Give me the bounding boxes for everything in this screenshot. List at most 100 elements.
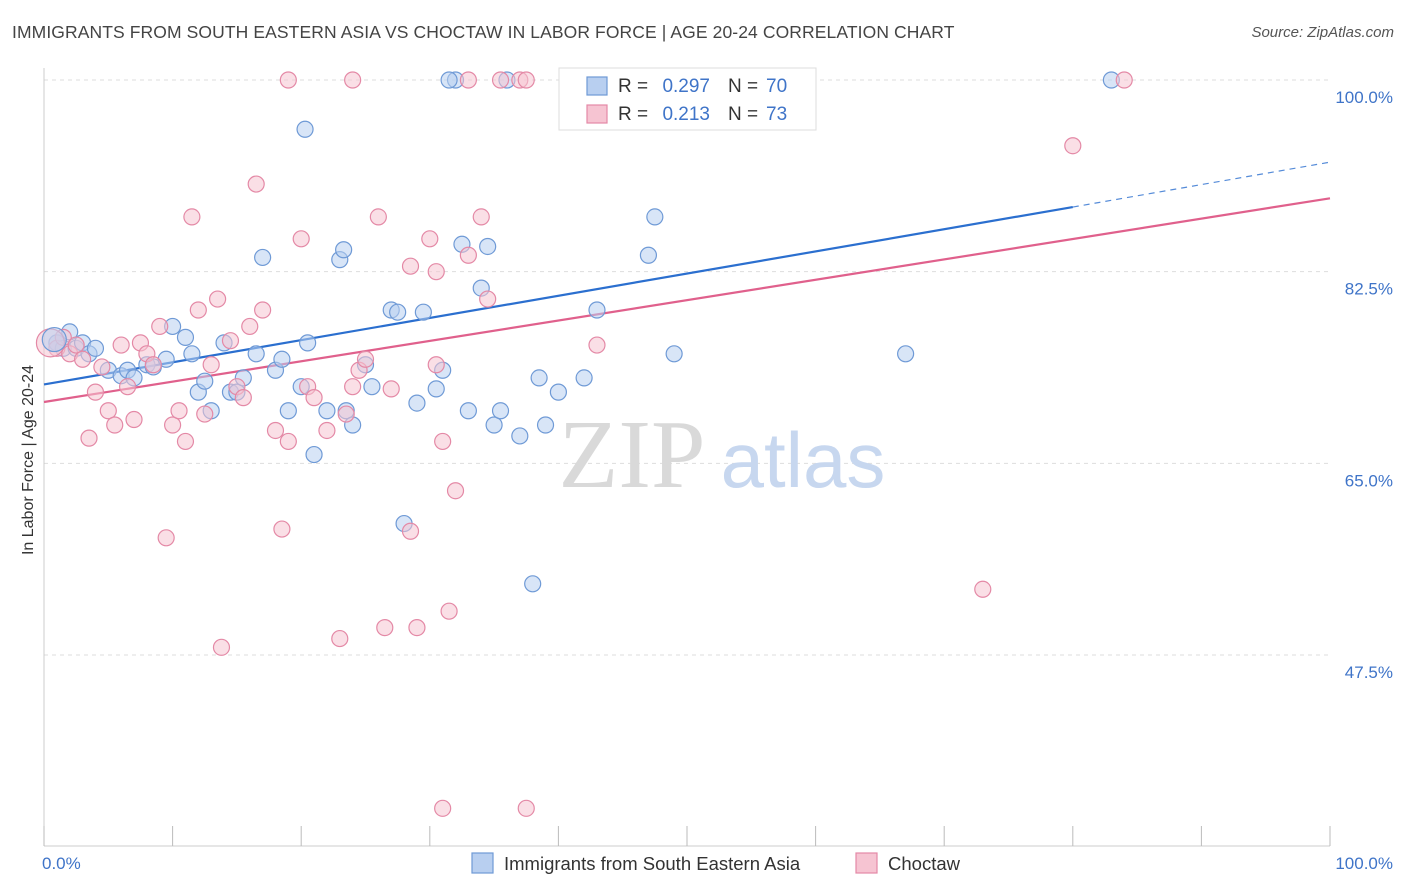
point-choctaw [157, 529, 175, 547]
point-choctaw [221, 332, 240, 350]
chart-title: IMMIGRANTS FROM SOUTH EASTERN ASIA VS CH… [12, 22, 955, 42]
point-sea [897, 345, 915, 363]
point-choctaw [459, 246, 477, 264]
point-sea [665, 345, 683, 363]
point-choctaw [427, 263, 445, 281]
point-choctaw [517, 71, 535, 89]
point-choctaw [292, 230, 310, 248]
point-choctaw [440, 602, 458, 620]
point-sea [536, 416, 555, 434]
point-choctaw [401, 522, 420, 540]
point-choctaw [67, 336, 85, 354]
point-sea [86, 339, 105, 357]
point-choctaw [337, 405, 355, 423]
point-choctaw [273, 520, 291, 538]
point-choctaw [369, 208, 387, 226]
point-sea [646, 208, 664, 226]
point-choctaw [118, 378, 137, 396]
data-points [35, 71, 1133, 817]
point-choctaw [1115, 71, 1133, 89]
watermark: ZIP atlas [559, 401, 886, 509]
point-choctaw [318, 421, 336, 440]
point-sea [459, 402, 477, 420]
point-choctaw [344, 378, 362, 396]
point-choctaw [344, 71, 362, 89]
x-tick-label: 100.0% [1335, 854, 1393, 873]
point-choctaw [479, 290, 497, 308]
point-sea [639, 246, 658, 264]
legend-swatch [586, 104, 608, 124]
point-choctaw [305, 389, 323, 407]
point-choctaw [254, 301, 272, 319]
point-sea [363, 378, 381, 396]
point-sea [588, 301, 606, 319]
point-sea [273, 350, 291, 368]
point-choctaw [247, 175, 265, 193]
point-sea [296, 120, 314, 138]
point-choctaw [472, 208, 490, 226]
point-choctaw [93, 358, 111, 376]
point-sea [389, 303, 407, 321]
legend-r-label: R = [618, 76, 648, 97]
series-legend: Immigrants from South Eastern Asia Chocta… [471, 852, 961, 874]
point-sea [254, 248, 272, 267]
point-sea [485, 416, 503, 434]
point-sea [479, 237, 497, 256]
point-sea [530, 369, 548, 387]
stats-legend: R = 0.297 N = 70 R = 0.213 N = 73 [558, 67, 817, 131]
point-sea [440, 71, 458, 89]
point-choctaw [112, 336, 130, 354]
point-choctaw [408, 619, 426, 637]
point-sea [427, 380, 445, 398]
point-sea [335, 241, 353, 259]
legend-r-value: 0.297 [662, 76, 710, 97]
point-choctaw [434, 799, 452, 817]
trend-line-sea-extension [1072, 161, 1331, 208]
point-choctaw [588, 336, 606, 354]
point-choctaw [1064, 137, 1082, 155]
point-choctaw [164, 416, 182, 434]
legend-swatch [471, 852, 494, 874]
point-choctaw [189, 301, 207, 319]
point-choctaw [974, 580, 992, 598]
trend-lines [43, 161, 1331, 404]
y-tick-label: 82.5% [1345, 280, 1393, 299]
legend-swatch [586, 76, 608, 96]
legend-n-label: N = [728, 104, 758, 125]
point-choctaw [73, 350, 92, 368]
point-sea [299, 334, 317, 352]
axes: 0.0% 100.0% [42, 68, 1393, 873]
point-choctaw [202, 356, 220, 374]
x-tick-label: 0.0% [42, 854, 81, 873]
legend-r-value: 0.213 [662, 104, 710, 125]
point-choctaw [151, 317, 169, 336]
point-sea [575, 369, 593, 387]
y-tick-label: 65.0% [1345, 471, 1393, 490]
point-choctaw [517, 799, 535, 817]
point-sea [279, 402, 297, 420]
point-choctaw [99, 402, 117, 420]
point-choctaw [234, 389, 252, 407]
point-sea [549, 383, 568, 401]
point-sea [247, 345, 265, 363]
point-choctaw [446, 482, 465, 500]
point-choctaw [106, 416, 124, 434]
point-choctaw [209, 290, 227, 308]
point-sea [318, 402, 336, 420]
point-sea [524, 575, 542, 593]
legend-label: Choctaw [888, 853, 961, 874]
point-sea [176, 328, 195, 346]
point-choctaw [86, 383, 105, 401]
trend-line-sea [43, 205, 1073, 386]
point-choctaw [356, 350, 375, 368]
source-label: Source: ZipAtlas.com [1251, 24, 1394, 41]
y-tick-label: 47.5% [1345, 663, 1393, 682]
point-choctaw [279, 71, 297, 89]
watermark-zip: ZIP [559, 401, 706, 509]
point-sea [491, 402, 510, 420]
point-choctaw [376, 619, 394, 637]
legend-n-label: N = [728, 76, 758, 97]
point-choctaw [176, 432, 195, 451]
y-tick-label: 100.0% [1335, 88, 1393, 107]
